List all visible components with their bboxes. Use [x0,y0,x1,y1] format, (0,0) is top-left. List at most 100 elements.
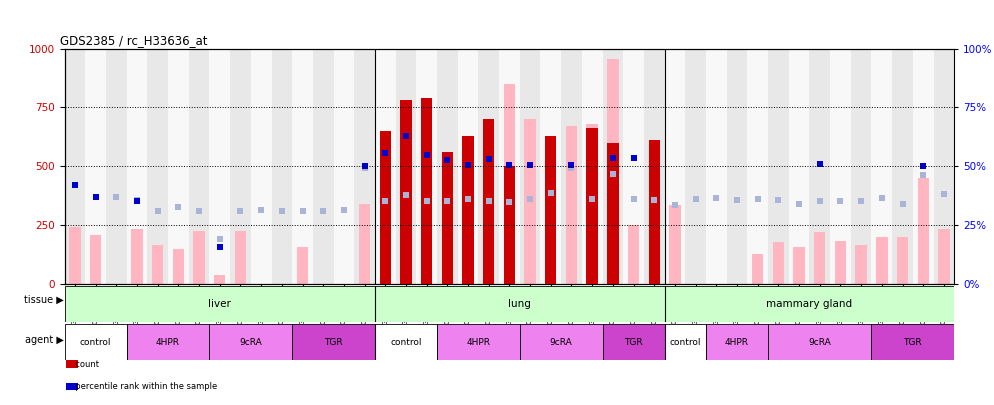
Text: 9cRA: 9cRA [808,338,831,347]
Bar [483,119,494,284]
Bar [416,49,437,284]
Point [770,197,786,203]
Bar [65,324,126,360]
Bar [665,286,954,322]
Bar [545,136,557,284]
Point [357,163,373,169]
Bar [788,49,809,284]
Bar [297,247,308,284]
Bar [607,143,618,284]
Point [170,204,186,211]
Text: 4HPR: 4HPR [466,338,490,347]
Bar [231,49,250,284]
Bar [793,247,805,284]
Point [936,191,952,198]
Bar [648,140,660,284]
Bar [706,324,768,360]
Bar [401,100,412,284]
Point [460,162,476,168]
Point [625,196,641,202]
Bar [586,124,597,284]
Point [481,156,497,162]
Text: control: control [391,338,421,347]
Bar [421,98,432,284]
Point [253,206,269,213]
Bar [685,49,706,284]
Text: 9cRA: 9cRA [550,338,573,347]
Bar [65,49,85,284]
Point [87,193,103,200]
Bar [607,59,618,284]
Text: 4HPR: 4HPR [156,338,180,347]
Bar [897,237,909,284]
Point [667,202,683,208]
Bar [602,49,623,284]
Bar [375,49,396,284]
Point [67,181,83,188]
Bar [126,49,147,284]
Point [522,162,538,168]
Bar [520,49,541,284]
Bar [566,126,578,284]
Bar [623,49,644,284]
Bar [562,49,581,284]
Bar [106,49,126,284]
Bar [669,205,681,284]
Point [812,160,828,167]
Bar [893,49,912,284]
Bar [421,233,432,284]
Bar [271,49,292,284]
Bar [147,49,168,284]
Point [915,172,931,179]
Bar [706,49,727,284]
Point [418,152,434,159]
Point [460,196,476,202]
Bar [856,245,867,284]
Text: TGR: TGR [324,338,343,347]
Bar [581,49,602,284]
Point [481,198,497,205]
Point [709,194,725,201]
Bar [65,286,375,322]
Bar [628,225,639,283]
Bar [830,49,851,284]
Point [129,197,145,203]
Bar [250,49,271,284]
Bar [768,324,872,360]
Text: 9cRA: 9cRA [240,338,262,347]
Point [439,198,455,205]
Bar [648,164,660,284]
Bar [173,249,184,284]
Point [315,207,331,214]
Point [212,236,228,242]
Point [915,163,931,169]
Text: TGR: TGR [904,338,922,347]
Text: 4HPR: 4HPR [725,338,749,347]
Point [564,162,580,168]
Bar [602,324,665,360]
Bar [483,119,494,284]
Point [398,192,414,199]
Bar [644,49,665,284]
Point [212,244,228,250]
Bar [872,324,954,360]
Bar [747,49,768,284]
Bar [396,49,416,284]
Point [67,181,83,188]
Point [418,198,434,205]
Bar [768,49,788,284]
Point [791,200,807,207]
Text: percentile rank within the sample: percentile rank within the sample [70,382,217,391]
Bar [437,324,520,360]
Bar [478,49,499,284]
Point [150,207,166,214]
Point [874,194,890,201]
Bar [504,166,515,284]
Bar [772,242,784,284]
Point [543,190,559,196]
Bar [292,324,375,360]
Point [191,207,207,214]
Point [336,206,352,213]
Point [108,193,124,200]
Point [625,155,641,161]
